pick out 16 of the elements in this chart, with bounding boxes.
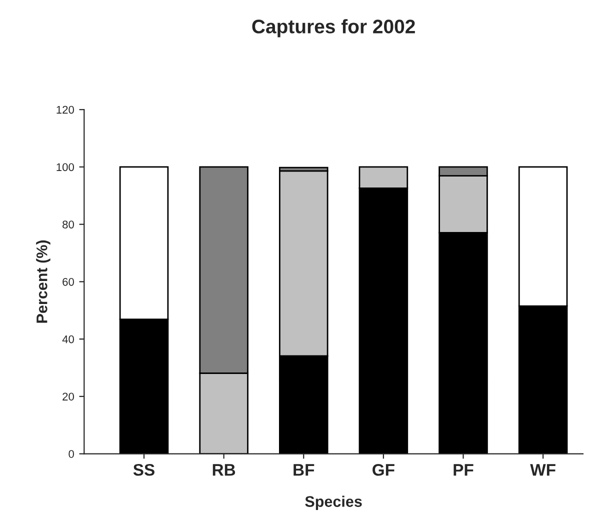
- y-tick-label: 120: [56, 106, 74, 114]
- x-tick-label: PF: [454, 464, 474, 476]
- x-tick-label: BF: [294, 464, 314, 476]
- chart-title: Captures for 2002: [252, 19, 415, 38]
- y-tick-label: 60: [62, 278, 74, 286]
- x-tick-label: SS: [133, 464, 154, 476]
- y-tick-label: 40: [62, 335, 74, 344]
- y-tick-label: 100: [56, 163, 74, 172]
- y-tick-label: 0: [68, 450, 74, 458]
- x-tick-label: RB: [212, 464, 236, 476]
- x-tick-label: GF: [372, 464, 394, 476]
- x-axis-title: Species: [305, 496, 362, 510]
- x-tick-label: WF: [530, 464, 556, 476]
- y-tick-label: 20: [62, 392, 74, 401]
- y-tick-label: 80: [62, 220, 74, 228]
- y-axis-title: Percent (%): [36, 240, 50, 323]
